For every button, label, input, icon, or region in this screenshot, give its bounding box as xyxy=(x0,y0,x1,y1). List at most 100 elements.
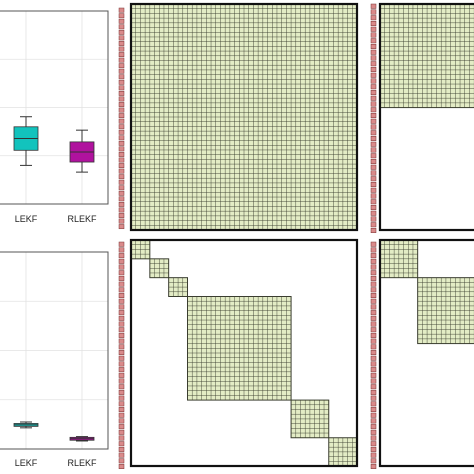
label-bar-segment xyxy=(370,338,377,344)
label-bar-segment xyxy=(118,96,125,102)
label-bar-segment xyxy=(118,429,125,435)
label-bar-segment xyxy=(118,464,125,469)
label-bar-segment xyxy=(118,241,125,247)
label-bar-segment xyxy=(118,321,125,327)
block-grid-lines xyxy=(380,240,418,278)
label-bar-segment xyxy=(118,287,125,293)
label-bar-segment xyxy=(370,407,377,412)
label-bar-segment xyxy=(118,74,125,80)
label-bar-segment xyxy=(370,55,377,61)
label-bar-segment xyxy=(370,304,377,310)
label-bar-segment xyxy=(118,275,125,281)
label-bar-segment xyxy=(370,401,377,407)
label-bar-segment xyxy=(370,378,377,384)
label-bar-segment xyxy=(370,193,377,199)
label-bar-segment xyxy=(370,247,377,253)
label-bar-segment xyxy=(118,332,125,338)
label-bar-segment xyxy=(370,136,377,141)
label-bar-segment xyxy=(370,446,377,452)
label-bar-segment xyxy=(370,429,377,435)
label-bar-segment xyxy=(118,304,125,310)
label-bar-segment xyxy=(370,253,377,259)
label-bar-3 xyxy=(370,241,377,469)
block-grid-lines xyxy=(131,240,150,259)
boxplot-bottom-left: LEKF RLEKF xyxy=(15,458,97,468)
label-bar-segment xyxy=(118,315,125,321)
label-bar-segment xyxy=(370,298,377,304)
label-bar-segment xyxy=(118,213,125,218)
label-bar-segment xyxy=(118,24,125,30)
block-grid-lines xyxy=(380,4,474,108)
label-bar-segment xyxy=(370,113,377,118)
label-bar-segment xyxy=(370,107,377,113)
label-bar-segment xyxy=(118,270,125,276)
label-bar-segment xyxy=(370,281,377,287)
box-lekf xyxy=(13,421,39,429)
label-bar-segment xyxy=(370,164,377,170)
label-bar-segment xyxy=(118,46,125,52)
label-bar-segment xyxy=(118,258,125,264)
block-grid-lines xyxy=(291,400,329,438)
heatmap-block xyxy=(379,3,474,109)
label-bar-segment xyxy=(370,199,377,205)
label-bar-segment xyxy=(118,418,125,424)
label-bar-segment xyxy=(118,207,125,213)
label-bar-segment xyxy=(370,21,377,26)
label-bar-segment xyxy=(370,78,377,84)
label-bar-segment xyxy=(118,190,125,196)
heatmap-block xyxy=(130,239,151,260)
label-bar-segment xyxy=(118,174,125,180)
block-grid-lines xyxy=(328,437,357,466)
label-bar-segment xyxy=(370,44,377,49)
label-bar-segment xyxy=(118,57,125,63)
label-bar-segment xyxy=(118,401,125,407)
heatmap-bottom-right xyxy=(378,238,474,468)
block-grid-lines xyxy=(131,4,357,230)
label-bar-segment xyxy=(118,68,125,74)
label-bar-segment xyxy=(370,275,377,281)
label-bar-segment xyxy=(118,102,125,107)
label-bar-segment xyxy=(118,124,125,130)
boxplot-top-left: LEKF RLEKF xyxy=(15,214,97,224)
label-bar-segment xyxy=(118,79,125,85)
label-bar-segment xyxy=(118,350,125,355)
label-bar-segment xyxy=(370,72,377,78)
label-bar-segment xyxy=(118,218,125,224)
heatmap-top-middle xyxy=(129,2,359,232)
label-bar-segment xyxy=(118,196,125,202)
label-bar-segment xyxy=(118,18,125,24)
label-bar-segment xyxy=(370,395,377,401)
box-rlekf xyxy=(69,129,95,173)
heatmap-block xyxy=(379,239,419,279)
label-bar-segment xyxy=(118,7,125,13)
label-bar-segment xyxy=(370,130,377,136)
label-bar-segment xyxy=(370,310,377,316)
label-bar-segment xyxy=(118,389,125,395)
heatmap-frame xyxy=(378,238,474,468)
label-bar-segment xyxy=(118,253,125,259)
label-bar-segment xyxy=(370,84,377,90)
label-bar-segment xyxy=(118,446,125,452)
boxplot-bottom-left-marks xyxy=(0,251,109,450)
label-bar-segment xyxy=(118,152,125,157)
label-bar-segment xyxy=(118,355,125,361)
label-bar-segment xyxy=(370,61,377,67)
heatmap-block xyxy=(168,277,189,297)
boxplot-top-left-marks xyxy=(0,10,109,205)
label-bar-segment xyxy=(118,293,125,298)
label-bar-segment xyxy=(370,49,377,55)
label-bar-segment xyxy=(370,101,377,107)
label-bar-segment xyxy=(118,91,125,96)
label-bar-segment xyxy=(118,224,125,230)
label-bar-segment xyxy=(370,264,377,270)
label-bar-segment xyxy=(370,412,377,418)
block-grid-lines xyxy=(149,258,169,278)
heatmap-top-right xyxy=(378,2,474,232)
label-bar-segment xyxy=(370,293,377,298)
label-bar-segment xyxy=(370,9,377,15)
label-bar-segment xyxy=(370,159,377,164)
box-lekf xyxy=(13,116,39,166)
label-bar-segment xyxy=(370,170,377,176)
